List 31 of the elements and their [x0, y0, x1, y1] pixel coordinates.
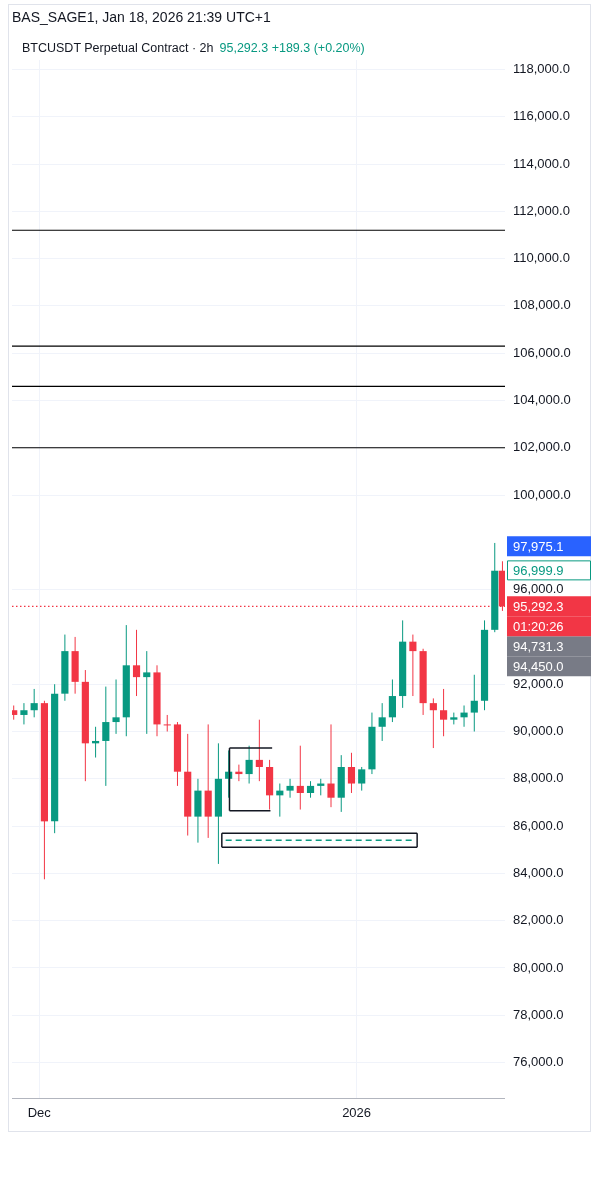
y-tick-label: 96,000.0 — [513, 581, 564, 597]
y-tick-label: 116,000.0 — [513, 108, 570, 124]
text: 96,999.9 — [513, 562, 564, 578]
y-tick-label: 90,000.0 — [513, 723, 564, 739]
y-tick-label: 100,000.0 — [513, 486, 571, 502]
y-tick-label: 108,000.0 — [513, 297, 571, 313]
x-tick-label: 2026 — [342, 1105, 372, 1121]
y-tick-label: 110,000.0 — [513, 250, 570, 266]
y-tick-label: 82,000.0 — [513, 912, 564, 928]
y-tick-label: 112,000.0 — [513, 202, 570, 218]
ref-line-label: 95,292.3 — [513, 598, 564, 614]
text: 95,292.3 +189.3 (+0.20%) — [219, 41, 365, 55]
y-tick-label: 86,000.0 — [513, 817, 564, 833]
y-tick-label: 106,000.0 — [513, 344, 571, 360]
text: 94,450.0 — [513, 658, 564, 674]
y-tick-label: 104,000.0 — [513, 392, 571, 408]
y-tick-label: 88,000.0 — [513, 770, 564, 786]
y-tick-label: 92,000.0 — [513, 675, 564, 691]
y-tick-label: 114,000.0 — [513, 155, 570, 171]
y-tick-label: 118,000.0 — [513, 61, 570, 77]
y-tick-label: 80,000.0 — [513, 959, 564, 975]
chart-title: BAS_SAGE1, Jan 18, 2026 21:39 UTC+1 — [12, 9, 271, 25]
text: 01:20:26 — [513, 618, 564, 634]
x-tick-label: Dec — [27, 1105, 52, 1121]
chart-subtitle: BTCUSDT Perpetual Contract · 2h — [22, 41, 214, 55]
text: 97,975.1 — [513, 538, 564, 554]
y-tick-label: 78,000.0 — [513, 1006, 564, 1022]
y-tick-label: 76,000.0 — [513, 1054, 564, 1070]
y-tick-label: 84,000.0 — [513, 864, 564, 880]
text: 94,731.3 — [513, 638, 564, 654]
y-tick-label: 102,000.0 — [513, 439, 571, 455]
